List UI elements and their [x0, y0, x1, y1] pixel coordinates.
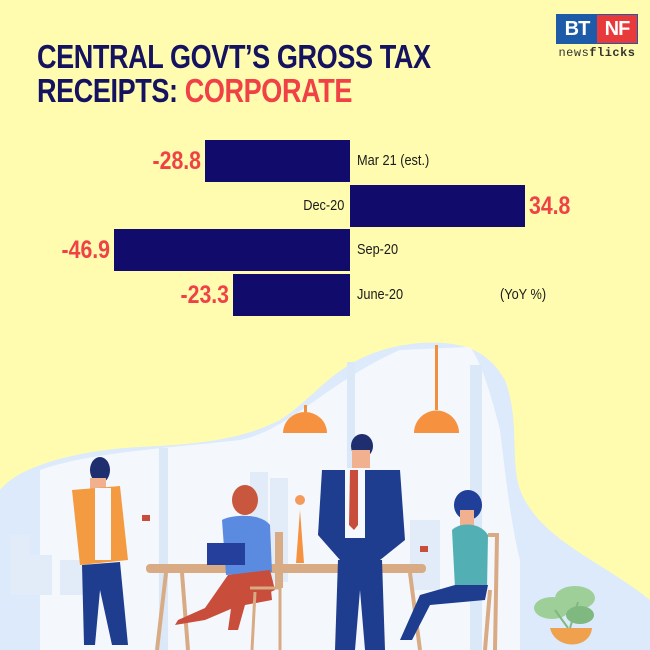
bar-chart: -28.8 Mar 21 (est.) 34.8 Dec-20 -46.9 Sep-20 -… — [61, 140, 571, 317]
logo-subtitle: newsflicks — [558, 46, 636, 60]
category-label: Sep-20 — [357, 241, 399, 259]
bar-june-20 — [232, 274, 350, 317]
bar-value-label: -46.9 — [61, 236, 111, 265]
lamp-right — [414, 345, 459, 433]
chart-title: CENTRAL GOVT’S GROSS TAX RECEIPTS: CORPO… — [37, 40, 431, 108]
category-label: Mar 21 (est.) — [357, 152, 430, 169]
woman-seated-right — [400, 490, 500, 650]
logo-bt: BT — [557, 15, 597, 43]
bt-newsflicks-logo: BT NF newsflicks — [556, 14, 638, 60]
lamp-left — [283, 405, 327, 433]
bar-value-label: -23.3 — [180, 281, 229, 310]
bar-mar-21-est — [205, 140, 350, 182]
category-label: Dec-20 — [302, 196, 344, 214]
bar-dec-20 — [350, 184, 526, 227]
bar-value-label: 34.8 — [529, 191, 571, 220]
unit-label: (YoY %) — [500, 286, 547, 303]
potted-plant — [534, 586, 595, 645]
logo-nf: NF — [597, 15, 637, 43]
title-line-2: RECEIPTS: CORPORATE — [37, 72, 353, 109]
man-standing — [318, 434, 405, 650]
woman-standing — [72, 457, 150, 645]
woman-laptop — [175, 485, 283, 650]
logo-box: BT NF — [556, 14, 638, 44]
bar-sep-20 — [114, 229, 350, 272]
bar-value-label: -28.8 — [152, 147, 202, 175]
category-label: June-20 — [357, 286, 404, 304]
title-accent: CORPORATE — [184, 72, 353, 109]
office-illustration — [0, 342, 650, 650]
title-line-1: CENTRAL GOVT’S GROSS TAX — [37, 38, 431, 75]
